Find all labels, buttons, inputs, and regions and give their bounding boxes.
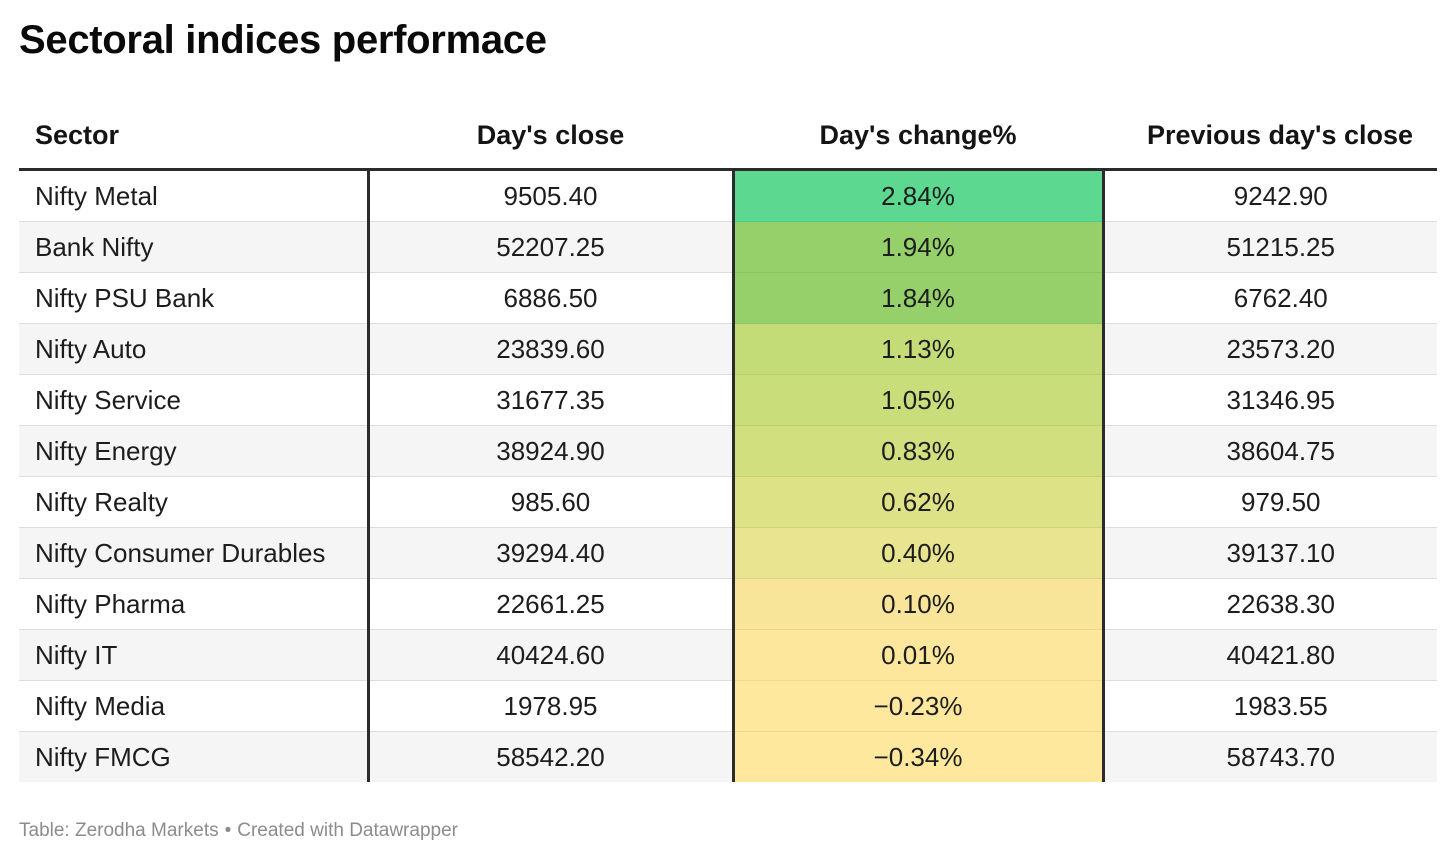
table-row: Nifty PSU Bank 6886.50 1.84% 6762.40 [19,272,1437,324]
footer-note: Table: Zerodha Markets • Created with Data… [19,820,458,842]
sector-performance-table: Sector Day's close Day's change% Previou… [19,102,1437,782]
cell-previous-close: 9242.90 [1103,169,1437,222]
cell-sector: Nifty PSU Bank [19,272,368,324]
table-body: Nifty Metal 9505.40 2.84% 9242.90 Bank Nifty… [19,169,1437,782]
table-row: Nifty Service 31677.35 1.05% 31346.95 [19,374,1437,426]
cell-days-close: 985.60 [366,476,733,528]
cell-previous-close: 23573.20 [1103,323,1437,375]
table-row: Nifty IT 40424.60 0.01% 40421.80 [19,629,1437,681]
table-row: Nifty FMCG 58542.20 −0.34% 58743.70 [19,731,1437,782]
cell-previous-close: 38604.75 [1103,425,1437,477]
table-header-row: Sector Day's close Day's change% Previou… [19,102,1437,171]
cell-previous-close: 58743.70 [1103,731,1437,782]
table-row: Nifty Pharma 22661.25 0.10% 22638.30 [19,578,1437,630]
table-row: Nifty Realty 985.60 0.62% 979.50 [19,476,1437,528]
cell-days-change: 1.05% [731,374,1105,426]
cell-days-close: 6886.50 [366,272,733,324]
table-row: Nifty Energy 38924.90 0.83% 38604.75 [19,425,1437,477]
cell-days-change: 1.84% [731,272,1105,324]
cell-sector: Nifty FMCG [19,731,368,782]
cell-days-close: 40424.60 [366,629,733,681]
cell-sector: Nifty Service [19,374,368,426]
cell-days-change: 1.94% [731,221,1105,273]
cell-sector: Nifty Media [19,680,368,732]
cell-days-change: −0.34% [731,731,1105,782]
cell-days-close: 22661.25 [366,578,733,630]
cell-previous-close: 40421.80 [1103,629,1437,681]
cell-days-change: 0.83% [731,425,1105,477]
source-note: Table: Zerodha Markets [19,820,219,841]
cell-previous-close: 51215.25 [1103,221,1437,273]
cell-days-change: 0.62% [731,476,1105,528]
cell-days-close: 23839.60 [366,323,733,375]
cell-days-change: −0.23% [731,680,1105,732]
cell-days-change: 2.84% [731,169,1105,222]
table-row: Nifty Auto 23839.60 1.13% 23573.20 [19,323,1437,375]
column-header-previous-close[interactable]: Previous day's close [1103,102,1437,171]
cell-previous-close: 6762.40 [1103,272,1437,324]
cell-days-close: 52207.25 [366,221,733,273]
cell-days-close: 38924.90 [366,425,733,477]
table-row: Nifty Consumer Durables 39294.40 0.40% 3913… [19,527,1437,579]
cell-sector: Nifty IT [19,629,368,681]
table-row: Nifty Media 1978.95 −0.23% 1983.55 [19,680,1437,732]
cell-sector: Nifty Auto [19,323,368,375]
cell-previous-close: 1983.55 [1103,680,1437,732]
cell-sector: Nifty Realty [19,476,368,528]
cell-sector: Bank Nifty [19,221,368,273]
table-row: Nifty Metal 9505.40 2.84% 9242.90 [19,169,1437,222]
chart-title: Sectoral indices performace [19,18,547,62]
column-header-days-change[interactable]: Day's change% [733,102,1103,171]
cell-sector: Nifty Pharma [19,578,368,630]
cell-sector: Nifty Energy [19,425,368,477]
cell-sector: Nifty Metal [19,169,368,222]
cell-days-change: 0.40% [731,527,1105,579]
cell-previous-close: 31346.95 [1103,374,1437,426]
column-header-days-close[interactable]: Day's close [368,102,733,171]
cell-days-close: 39294.40 [366,527,733,579]
cell-sector: Nifty Consumer Durables [19,527,368,579]
cell-previous-close: 39137.10 [1103,527,1437,579]
cell-days-change: 1.13% [731,323,1105,375]
cell-days-change: 0.10% [731,578,1105,630]
cell-previous-close: 979.50 [1103,476,1437,528]
cell-days-close: 58542.20 [366,731,733,782]
cell-days-change: 0.01% [731,629,1105,681]
table-row: Bank Nifty 52207.25 1.94% 51215.25 [19,221,1437,273]
cell-days-close: 31677.35 [366,374,733,426]
cell-previous-close: 22638.30 [1103,578,1437,630]
cell-days-close: 1978.95 [366,680,733,732]
column-header-sector[interactable]: Sector [19,102,368,171]
footer-separator: • [224,820,232,841]
cell-days-close: 9505.40 [366,169,733,222]
credit-link[interactable]: Created with Datawrapper [237,820,458,841]
